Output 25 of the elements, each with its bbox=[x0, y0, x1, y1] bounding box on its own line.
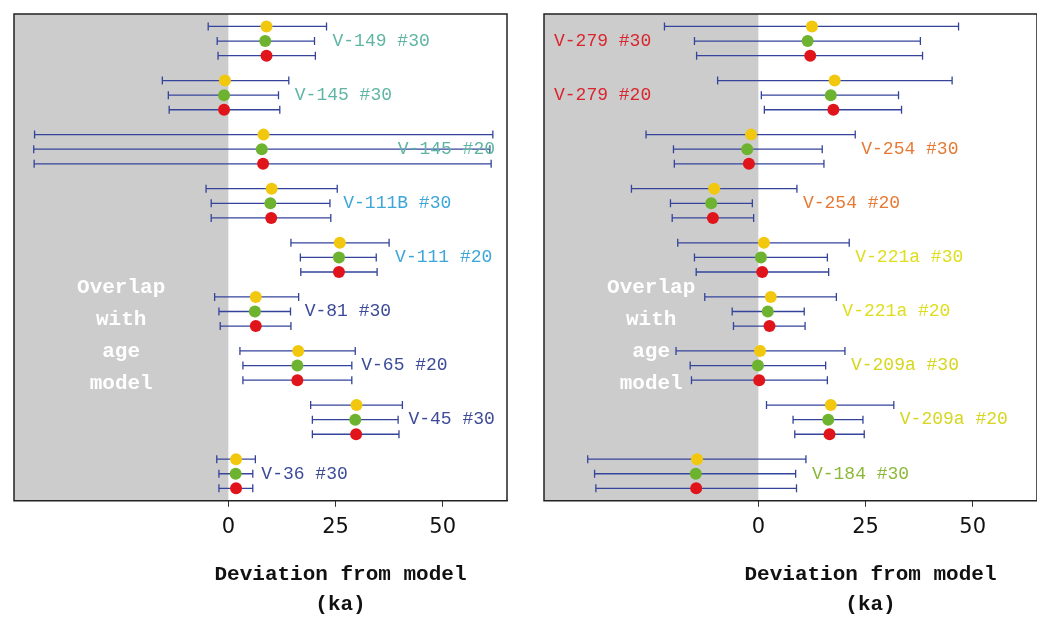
x-tick-label: 0 bbox=[221, 513, 236, 538]
y-tick-label: V-221a #30 bbox=[855, 247, 964, 268]
y-tick-label: V-279 #30 bbox=[554, 30, 652, 51]
y-tick-label: V-254 #30 bbox=[861, 138, 959, 159]
x-axis-title: Deviation from model (ka) bbox=[213, 562, 468, 618]
y-tick-label: V-254 #20 bbox=[802, 193, 901, 214]
x-tick-label: 25 bbox=[852, 513, 879, 538]
y-tick-label: V-209a #20 bbox=[899, 409, 1008, 430]
x-tick-label: 50 bbox=[429, 513, 457, 538]
y-tick-label: V-279 #20 bbox=[554, 84, 652, 105]
y-tick-label: V-209a #30 bbox=[850, 355, 959, 376]
y-tick-label: V-149 #30 bbox=[332, 30, 430, 51]
x-tick-label: 25 bbox=[322, 513, 349, 538]
y-tick-label: V-81 #30 bbox=[304, 301, 392, 322]
y-tick-label: V-36 #30 bbox=[261, 463, 348, 484]
x-tick-label: 50 bbox=[959, 513, 987, 538]
y-tick-label: V-111B #30 bbox=[343, 193, 452, 214]
x-tick-label: 0 bbox=[751, 513, 766, 538]
x-axis-title: Deviation from model (ka) bbox=[743, 562, 998, 618]
y-tick-label: V-45 #30 bbox=[408, 409, 495, 430]
y-tick-label: V-184 #30 bbox=[811, 463, 910, 484]
y-tick-label: V-221a #20 bbox=[842, 301, 951, 322]
y-tick-label: V-111 #20 bbox=[395, 247, 493, 268]
y-tick-label: V-65 #20 bbox=[361, 355, 448, 376]
y-tick-label: V-145 #30 bbox=[294, 84, 393, 105]
